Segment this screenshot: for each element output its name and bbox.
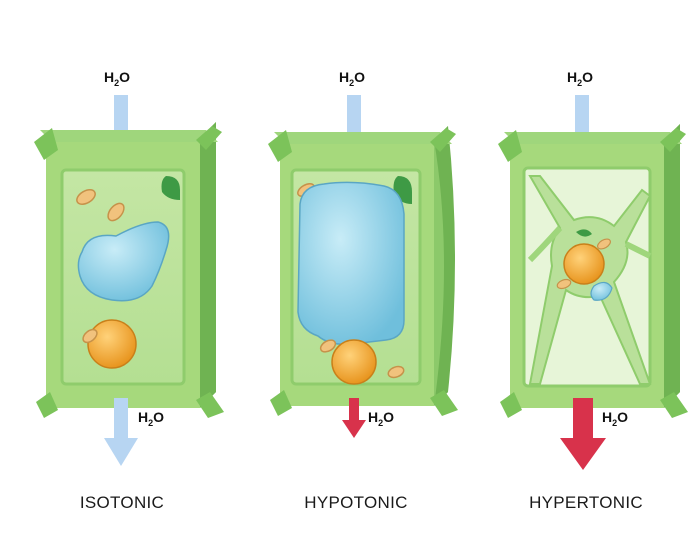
caption-isotonic: ISOTONIC (79, 493, 165, 512)
mitochondrion (76, 189, 96, 205)
mitochondrion (107, 202, 125, 222)
caption-hypotonic: HYPOTONIC (304, 493, 408, 512)
water-out-label: H2O (368, 409, 394, 428)
mitochondrion (319, 339, 337, 353)
chloroplast (576, 229, 592, 237)
vacuole (590, 281, 613, 301)
nucleus (87, 319, 137, 369)
nucleus (563, 243, 605, 285)
water-in-label: H2O (567, 69, 593, 88)
cell-hypotonic: H2O H2O (268, 69, 458, 438)
caption-hypertonic: HYPERTONIC (529, 493, 643, 512)
water-out-label: H2O (138, 409, 164, 428)
water-in-label: H2O (339, 69, 365, 88)
cell-isotonic: H2O H2O (34, 69, 224, 466)
water-out-label: H2O (602, 409, 628, 428)
mitochondrion (597, 238, 611, 250)
mitochondrion (556, 278, 572, 290)
vacuole (77, 221, 170, 302)
vacuole (297, 181, 405, 346)
water-out-arrow (342, 398, 366, 438)
water-in-label: H2O (104, 69, 130, 88)
nucleus (331, 339, 377, 385)
protoplast-strand (527, 225, 652, 263)
cell-hypertonic: H2O H2O (498, 69, 688, 470)
water-out-arrow (104, 398, 138, 466)
water-out-arrow (560, 398, 606, 470)
chloroplast (161, 176, 180, 200)
mitochondrion (387, 365, 405, 379)
mitochondrion (82, 328, 98, 344)
